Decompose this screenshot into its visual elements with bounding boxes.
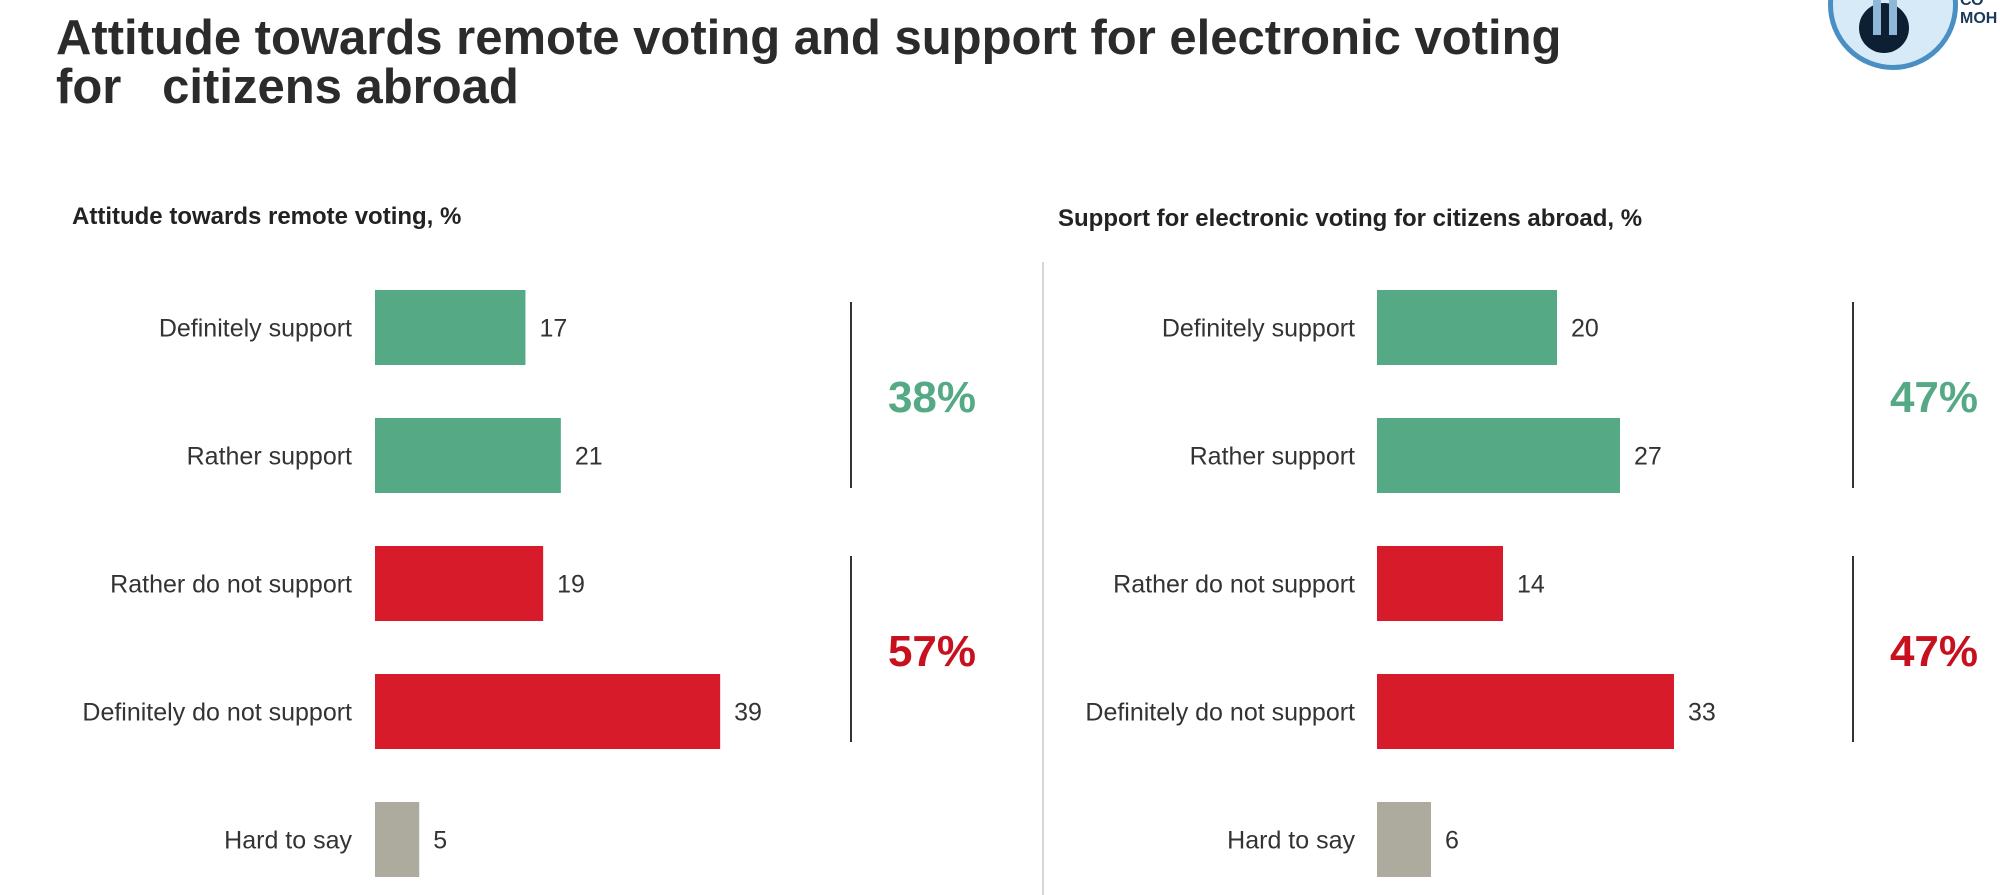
- electronic-voting-bar-chart: Definitely support 20 Rather support 27 Rath…: [1085, 290, 1978, 877]
- remote-voting-bar-chart: Definitely support 17 Rather support 21 Rath…: [82, 290, 976, 877]
- value-label: 27: [1634, 443, 1662, 471]
- logo-stripe: [1873, 0, 1881, 35]
- support-bracket: [1852, 302, 1854, 488]
- bar: [1377, 290, 1557, 365]
- value-label: 20: [1571, 315, 1599, 343]
- left-chart-title: Attitude towards remote voting, %: [72, 203, 462, 230]
- oppose-total-label: 57%: [888, 627, 976, 676]
- support-total-label: 38%: [888, 373, 976, 422]
- page-title-line1: Attitude towards remote voting and suppo…: [56, 11, 1562, 65]
- right-chart-title: Support for electronic voting for citize…: [1058, 205, 1643, 232]
- oppose-bracket: [1852, 556, 1854, 742]
- value-label: 5: [433, 827, 447, 855]
- panel-divider: [1042, 262, 1044, 895]
- category-label: Definitely support: [1162, 315, 1355, 343]
- bar: [1377, 674, 1674, 749]
- page-title-line2: for citizens abroad: [56, 60, 519, 114]
- category-label: Rather support: [1190, 443, 1355, 471]
- bar: [1377, 546, 1503, 621]
- bar: [1377, 418, 1620, 493]
- value-label: 21: [575, 443, 603, 471]
- value-label: 19: [557, 571, 585, 599]
- logo-text: СО МОН: [1960, 0, 1998, 27]
- bar: [375, 674, 721, 749]
- category-label: Hard to say: [224, 827, 352, 855]
- value-label: 33: [1688, 699, 1716, 727]
- category-label: Rather do not support: [1113, 571, 1355, 599]
- category-label: Rather do not support: [110, 571, 352, 599]
- bar: [1377, 802, 1431, 877]
- logo-emblem: [1859, 3, 1909, 53]
- category-label: Definitely do not support: [1085, 699, 1355, 727]
- bar: [375, 802, 420, 877]
- category-label: Hard to say: [1227, 827, 1355, 855]
- category-label: Rather support: [187, 443, 352, 471]
- value-label: 39: [734, 699, 762, 727]
- value-label: 17: [539, 315, 567, 343]
- value-label: 14: [1517, 571, 1545, 599]
- logo-stripe: [1889, 0, 1897, 35]
- page-title: Attitude towards remote voting and suppo…: [56, 14, 1561, 112]
- value-label: 6: [1445, 827, 1459, 855]
- support-bracket: [850, 302, 852, 488]
- oppose-total-label: 47%: [1890, 627, 1978, 676]
- support-total-label: 47%: [1890, 373, 1978, 422]
- oppose-bracket: [850, 556, 852, 742]
- bar: [375, 290, 526, 365]
- category-label: Definitely support: [159, 315, 352, 343]
- bar: [375, 546, 544, 621]
- bar: [375, 418, 561, 493]
- category-label: Definitely do not support: [82, 699, 352, 727]
